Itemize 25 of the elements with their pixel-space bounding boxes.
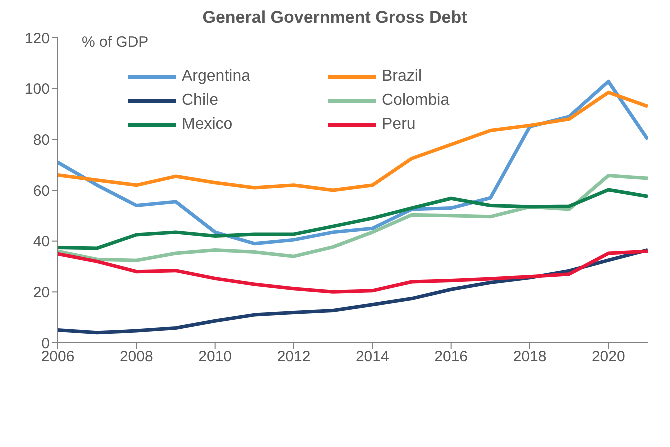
line-series	[58, 188, 648, 250]
x-tick-label: 2020	[592, 348, 626, 366]
legend-label: Brazil	[382, 68, 422, 86]
legend-label: Argentina	[182, 68, 250, 86]
line-series	[58, 90, 648, 192]
y-tick-label: 100	[24, 81, 50, 98]
legend-label: Chile	[182, 92, 218, 110]
chart-title: General Government Gross Debt	[202, 8, 468, 28]
legend-label: Colombia	[382, 92, 450, 110]
legend-label: Mexico	[182, 116, 233, 134]
x-tick-label: 2016	[434, 348, 468, 366]
y-tick-label: 80	[33, 132, 50, 149]
x-tick-label: 2012	[277, 348, 311, 366]
y-tick-label: 20	[33, 284, 50, 302]
x-tick-label: 2010	[198, 348, 232, 366]
x-tick-label: 2008	[120, 348, 154, 366]
x-tick-label: 2014	[356, 348, 390, 366]
x-tick-label: 2018	[513, 348, 547, 366]
y-axis-title: % of GDP	[82, 34, 149, 51]
y-tick-label: 60	[33, 182, 50, 200]
y-tick-label: 40	[33, 234, 50, 251]
legend-label: Peru	[382, 116, 416, 134]
line-series	[58, 250, 648, 294]
line-series	[58, 174, 648, 262]
y-tick-label: 120	[24, 30, 50, 48]
